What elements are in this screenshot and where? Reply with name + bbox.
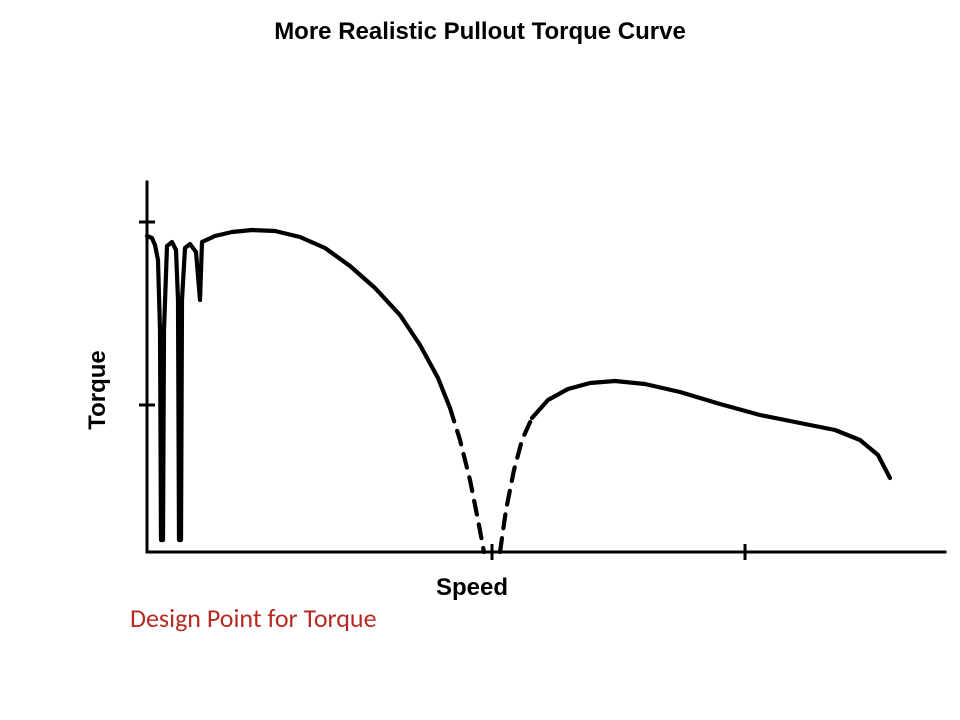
svg-text:Speed: Speed (436, 574, 508, 601)
torque-curve (147, 230, 890, 552)
chart-axes (147, 182, 945, 552)
torque-speed-chart: Speed Torque (0, 0, 960, 720)
svg-text:Torque: Torque (84, 350, 111, 430)
